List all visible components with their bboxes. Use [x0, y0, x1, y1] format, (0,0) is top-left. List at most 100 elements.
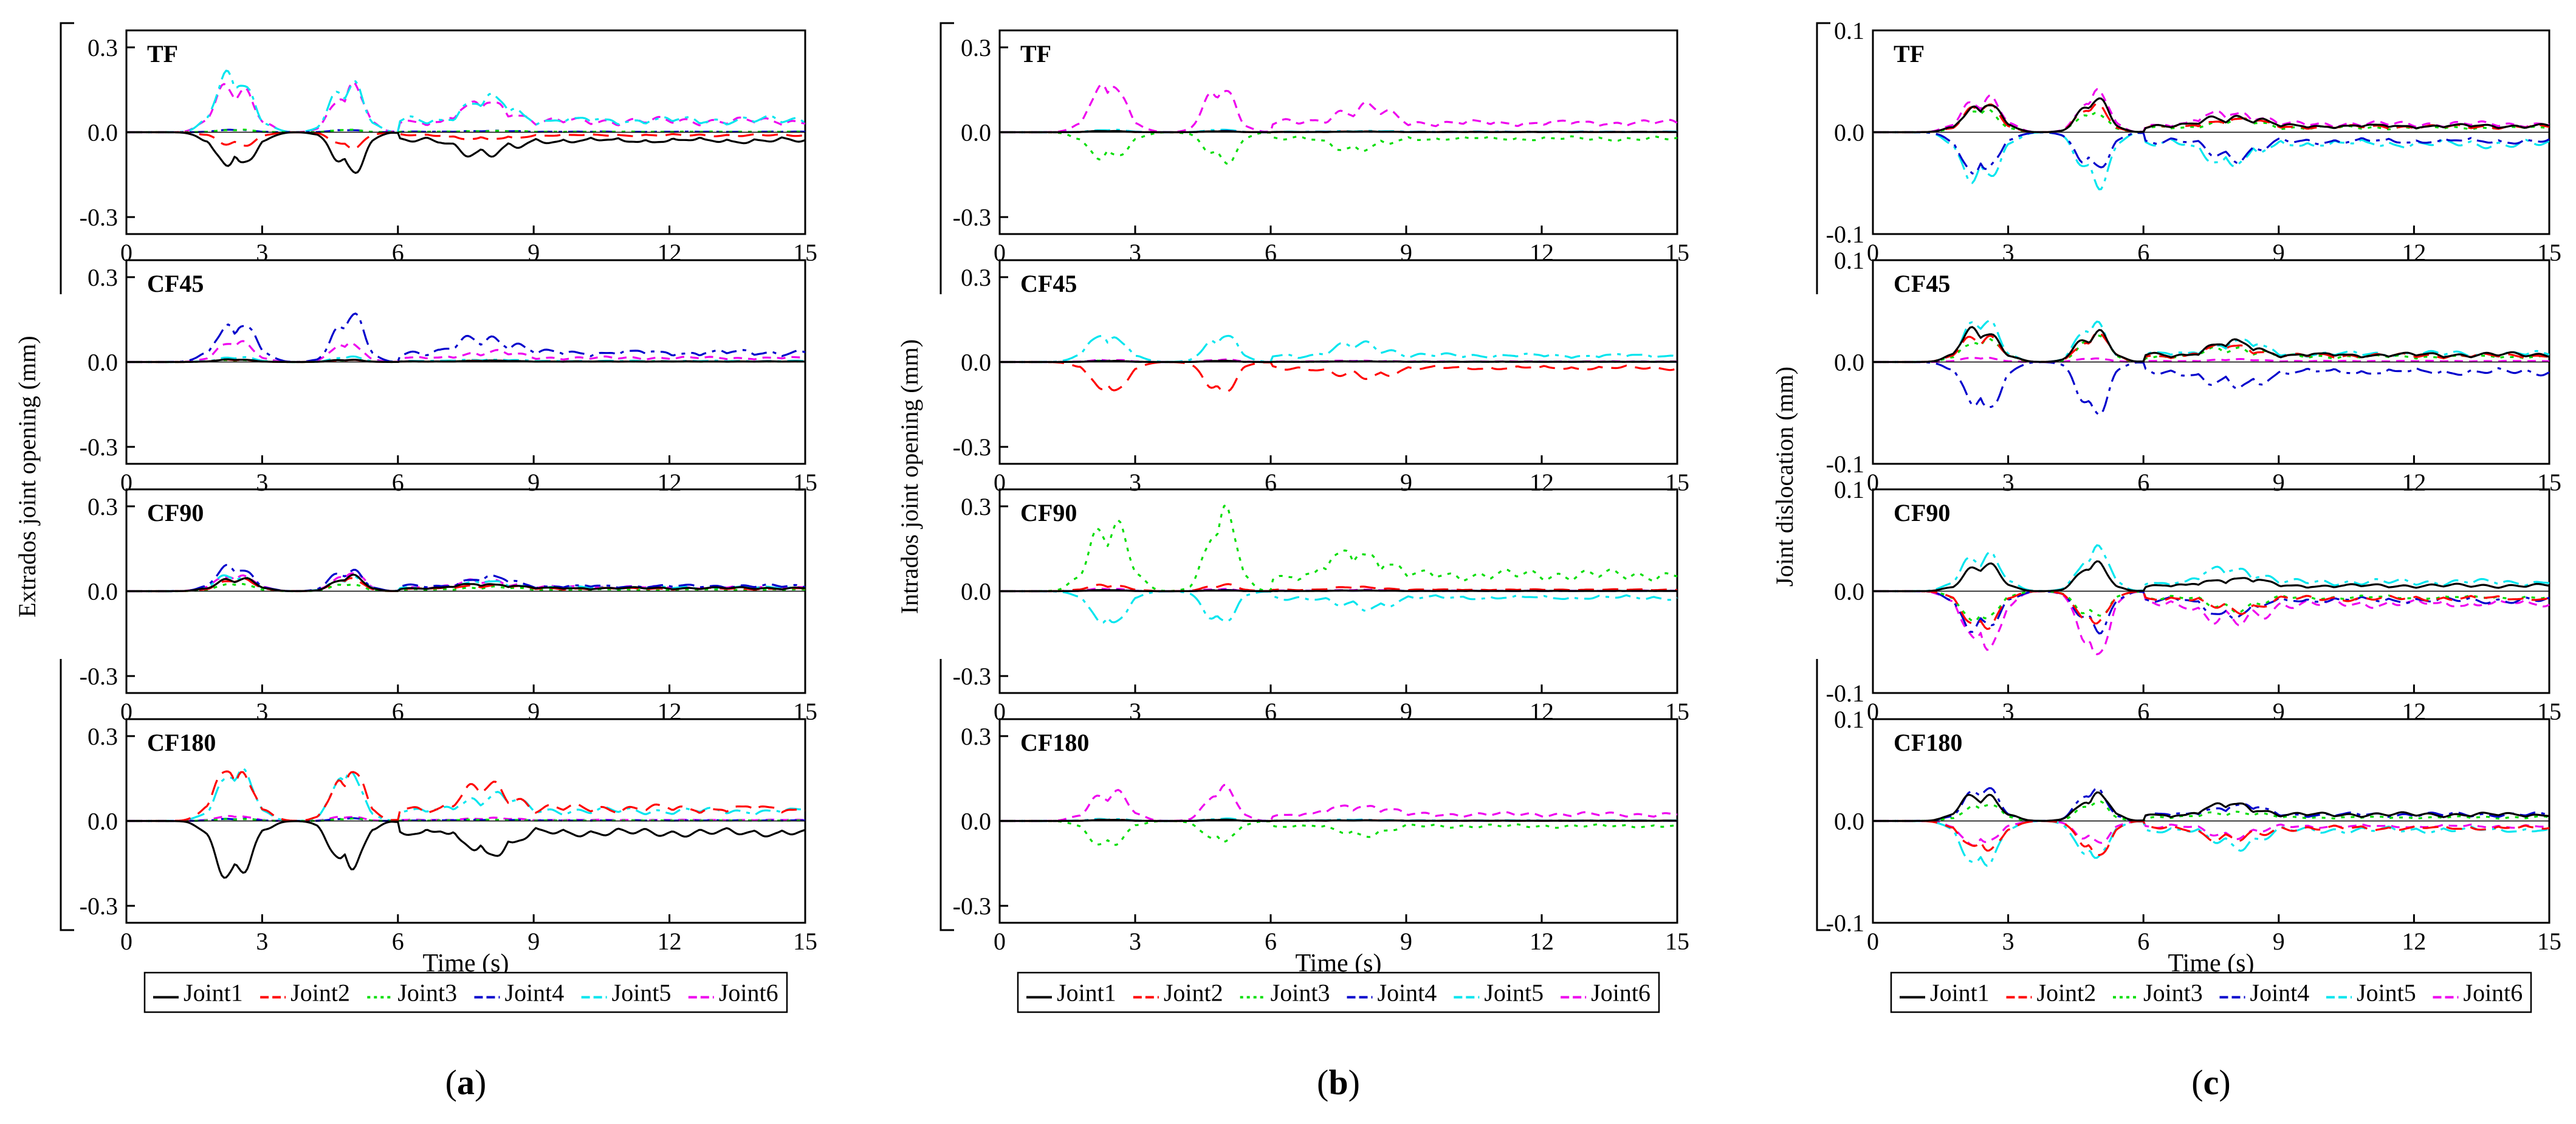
panel-label: (b): [1317, 1063, 1360, 1102]
x-tick-label: 9: [1400, 698, 1412, 725]
subplot-title: CF45: [1894, 270, 1950, 297]
y-label-bracket: [939, 22, 954, 931]
y-tick-label: -0.3: [80, 892, 118, 920]
y-tick-label: 0.3: [88, 264, 118, 291]
x-tick-label: 12: [1530, 928, 1554, 955]
series-joint3: [1873, 334, 2550, 364]
x-tick-label: 6: [2137, 239, 2149, 266]
legend-label-joint6: Joint6: [719, 979, 778, 1007]
x-tick-label: 3: [2002, 469, 2014, 496]
series-joint3: [1000, 131, 1678, 165]
series-joint1: [126, 358, 806, 364]
panel-letter: b: [1328, 1063, 1348, 1102]
y-tick-label: 0.0: [1834, 578, 1864, 605]
legend-label-joint2: Joint2: [2037, 979, 2097, 1007]
x-tick-label: 9: [527, 698, 540, 725]
subplot-title: CF45: [147, 270, 204, 297]
series-joint6: [1873, 590, 2550, 655]
x-tick-label: 15: [793, 928, 817, 955]
series-joint2: [1000, 360, 1678, 393]
x-tick-label: 9: [2273, 928, 2285, 955]
x-tick-label: 0: [1867, 928, 1879, 955]
x-tick-label: 6: [1265, 469, 1277, 496]
y-tick-label: 0.3: [961, 34, 991, 61]
x-tick-label: 6: [2137, 928, 2149, 955]
y-tick-label: 0.0: [88, 578, 118, 605]
legend: Joint1 Joint2 Joint3 Joint4 Joint5 Joint6: [143, 971, 788, 1013]
y-axis-label: Intrados joint opening (mm): [896, 339, 923, 614]
y-tick-label: 0.0: [961, 578, 991, 605]
legend-label-joint4: Joint4: [2250, 979, 2310, 1007]
legend-box: [1017, 971, 1660, 1013]
series-joint6: [126, 815, 806, 822]
panel-c: Joint dislocation (mm)0.10.0-0.10 3 6 9 12 15…: [1771, 17, 2561, 1102]
subplot-title: CF180: [1020, 729, 1089, 756]
y-tick-label: -0.3: [80, 663, 118, 690]
y-tick-label: 0.0: [1834, 349, 1864, 376]
x-tick-label: 12: [1530, 239, 1554, 266]
y-tick-label: -0.3: [953, 204, 991, 231]
series-joint6: [1873, 356, 2550, 364]
y-tick-label: 0.0: [88, 808, 118, 835]
x-tick-label: 12: [1530, 698, 1554, 725]
x-tick-label: 12: [658, 239, 682, 266]
x-tick-label: 9: [527, 239, 540, 266]
x-tick-label: 3: [2002, 239, 2014, 266]
x-tick-label: 9: [1400, 239, 1412, 266]
y-tick-label: -0.1: [1826, 909, 1864, 937]
x-tick-label: 12: [2402, 928, 2426, 955]
y-tick-label: 0.3: [961, 493, 991, 520]
y-tick-label: 0.1: [1834, 17, 1864, 44]
series-joint2: [1873, 819, 2550, 857]
series-joint6: [126, 340, 806, 364]
y-tick-label: 0.1: [1834, 706, 1864, 733]
x-tick-label: 3: [1129, 698, 1141, 725]
legend-label-joint5: Joint5: [2357, 979, 2416, 1007]
legend-label-joint4: Joint4: [505, 979, 565, 1007]
subplot-title: CF45: [1020, 270, 1077, 297]
subplot-title: TF: [147, 40, 178, 67]
series-joint1: [1873, 326, 2550, 364]
x-tick-label: 6: [2137, 469, 2149, 496]
x-tick-label: 6: [1265, 239, 1277, 266]
legend-label-joint3: Joint3: [1271, 979, 1330, 1007]
series-joint4: [1873, 360, 2550, 416]
legend-box: [143, 971, 788, 1013]
legend-label-joint1: Joint1: [1057, 979, 1116, 1007]
y-tick-label: 0.3: [88, 493, 118, 520]
series-joint3: [126, 582, 806, 593]
series-joint3: [126, 817, 806, 822]
y-tick-label: 0.3: [961, 264, 991, 291]
series-joint3: [1000, 819, 1678, 846]
subplot-cf180: 0.3 0.0 -0.30 3 6 9 12 15 CF180: [953, 718, 1689, 955]
panel-a: Extrados joint opening (mm)0.30.0-0.30 3 6…: [13, 22, 817, 1102]
legend-label-joint3: Joint3: [397, 979, 457, 1007]
legend: Joint1 Joint2 Joint3 Joint4 Joint5 Joint6: [1890, 971, 2532, 1013]
series-joint1: [1873, 560, 2550, 593]
subplot-title: CF180: [147, 729, 216, 756]
legend-label-joint2: Joint2: [1164, 979, 1223, 1007]
x-tick-label: 12: [658, 928, 682, 955]
x-tick-label: 12: [1530, 469, 1554, 496]
panel-letter: a: [457, 1063, 475, 1102]
x-tick-label: 9: [1400, 928, 1412, 955]
x-tick-label: 9: [2273, 698, 2285, 725]
x-tick-label: 12: [658, 698, 682, 725]
legend-label-joint6: Joint6: [1591, 979, 1650, 1007]
legend-label-joint1: Joint1: [1930, 979, 1990, 1007]
x-tick-label: 9: [527, 928, 540, 955]
x-tick-label: 9: [2273, 239, 2285, 266]
x-tick-label: 3: [1129, 928, 1141, 955]
series-joint2: [126, 770, 806, 822]
x-tick-label: 3: [1129, 469, 1141, 496]
subplot-cf180: 0.3 0.0 -0.30 3 6 9 12 15 CF180: [80, 718, 817, 955]
series-joint4: [126, 817, 806, 822]
series-joint5: [126, 767, 806, 822]
series-joint1: [126, 573, 806, 593]
